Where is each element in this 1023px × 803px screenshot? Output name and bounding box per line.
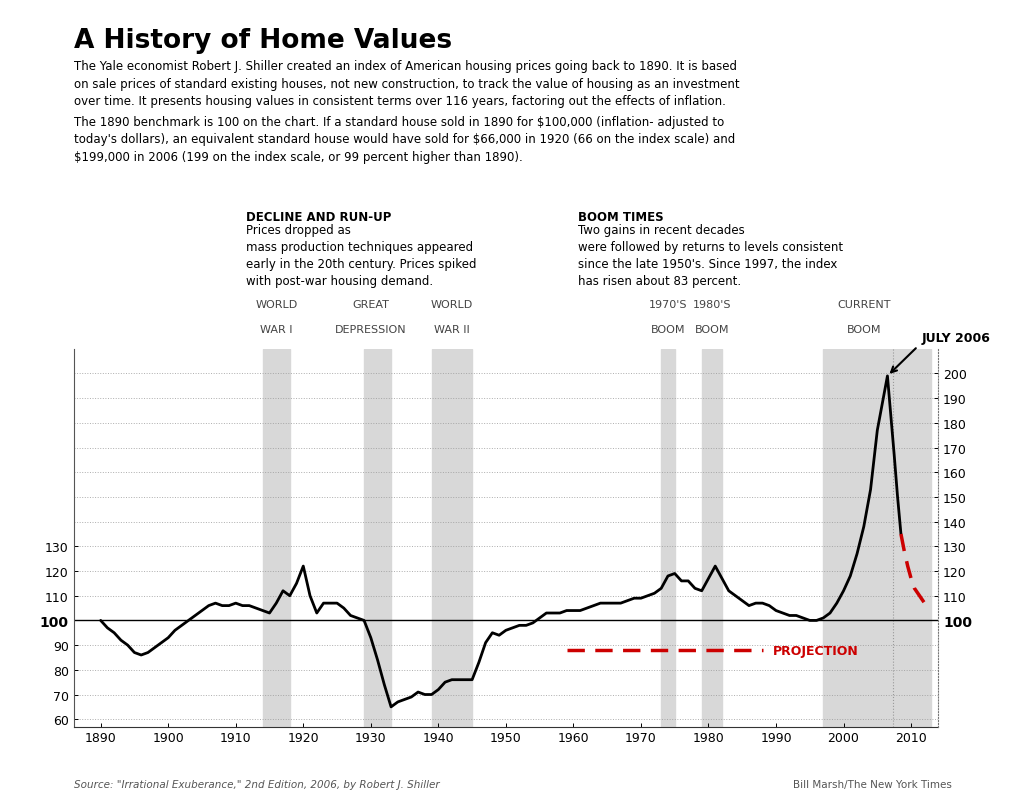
Bar <box>263 349 290 727</box>
Text: WORLD: WORLD <box>431 300 473 310</box>
Text: WORLD: WORLD <box>255 300 298 310</box>
Bar <box>364 349 391 727</box>
Text: JULY 2006: JULY 2006 <box>921 332 990 344</box>
Text: BOOM: BOOM <box>695 324 729 335</box>
Text: BOOM TIMES: BOOM TIMES <box>578 210 664 223</box>
Text: BOOM: BOOM <box>651 324 685 335</box>
Text: 1970'S: 1970'S <box>649 300 687 310</box>
Text: Source: "Irrational Exuberance," 2nd Edition, 2006, by Robert J. Shiller: Source: "Irrational Exuberance," 2nd Edi… <box>74 779 439 789</box>
Bar <box>824 349 931 727</box>
Text: BOOM: BOOM <box>847 324 881 335</box>
Text: WAR I: WAR I <box>260 324 293 335</box>
Text: The Yale economist Robert J. Shiller created an index of American housing prices: The Yale economist Robert J. Shiller cre… <box>74 60 740 108</box>
Text: Bill Marsh/The New York Times: Bill Marsh/The New York Times <box>793 779 951 789</box>
Bar <box>661 349 675 727</box>
Text: The 1890 benchmark is 100 on the chart. If a standard house sold in 1890 for $10: The 1890 benchmark is 100 on the chart. … <box>74 116 735 164</box>
Text: Two gains in recent decades
were followed by returns to levels consistent
since : Two gains in recent decades were followe… <box>578 223 843 287</box>
Text: DEPRESSION: DEPRESSION <box>335 324 406 335</box>
Text: A History of Home Values: A History of Home Values <box>74 28 452 54</box>
Text: PROJECTION: PROJECTION <box>772 644 858 657</box>
Bar <box>702 349 722 727</box>
Text: GREAT: GREAT <box>352 300 389 310</box>
Text: DECLINE AND RUN-UP: DECLINE AND RUN-UP <box>246 210 391 223</box>
Text: CURRENT: CURRENT <box>837 300 891 310</box>
Bar <box>432 349 472 727</box>
Text: WAR II: WAR II <box>434 324 470 335</box>
Text: 1980'S: 1980'S <box>693 300 731 310</box>
Text: Prices dropped as
mass production techniques appeared
early in the 20th century.: Prices dropped as mass production techni… <box>246 223 476 287</box>
